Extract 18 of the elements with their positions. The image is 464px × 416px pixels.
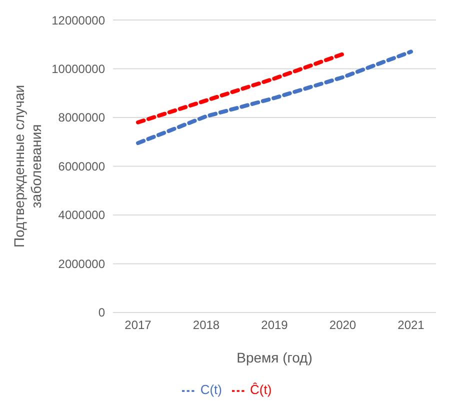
y-tick-label: 12000000 bbox=[52, 13, 106, 28]
legend-label: C(t) bbox=[200, 382, 222, 398]
y-tick-label: 4000000 bbox=[58, 208, 106, 222]
x-tick-label: 2017 bbox=[124, 318, 152, 332]
legend-label: Ĉ(t) bbox=[250, 382, 272, 398]
x-axis-title: Время (год) bbox=[236, 349, 312, 366]
x-tick-label: 2019 bbox=[261, 318, 288, 332]
y-axis-title: Подтвержденные случаи заболевания bbox=[11, 84, 44, 248]
y-tick-label: 8000000 bbox=[58, 110, 106, 125]
x-tick-label: 2020 bbox=[329, 318, 356, 332]
y-tick-label: 2000000 bbox=[58, 256, 106, 271]
x-tick-label: 2021 bbox=[398, 318, 425, 332]
y-tick-label: 10000000 bbox=[52, 62, 106, 76]
y-tick-label: 6000000 bbox=[58, 159, 106, 174]
line-series bbox=[136, 52, 345, 124]
y-tick-label: 0 bbox=[98, 306, 106, 320]
x-tick-label: 2018 bbox=[192, 318, 220, 332]
line-series bbox=[136, 50, 413, 146]
